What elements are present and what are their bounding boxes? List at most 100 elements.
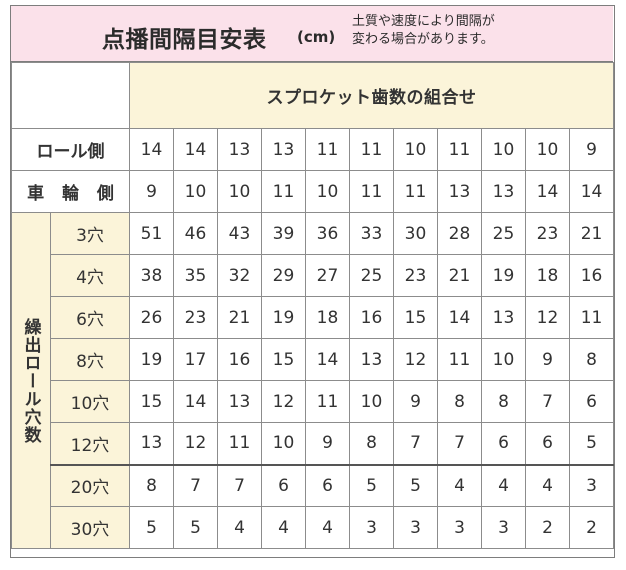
- spacing-cell: 13: [349, 338, 394, 381]
- spacing-table-frame: 点播間隔目安表 (cm) 土質や速度により間隔が 変わる場合があります。 スプロ…: [10, 5, 615, 558]
- header-row: スプロケット歯数の組合せ: [11, 62, 615, 129]
- spacing-cell: 11: [217, 422, 262, 465]
- holes-label: 3穴: [50, 212, 130, 255]
- spacing-cell: 15: [129, 380, 174, 423]
- roll-side-cell: 11: [305, 128, 350, 171]
- spacing-cell: 3: [349, 506, 394, 549]
- spacing-cell: 9: [393, 380, 438, 423]
- spacing-cell: 19: [261, 296, 306, 339]
- spacing-cell: 46: [173, 212, 218, 255]
- spacing-cell: 2: [568, 506, 615, 549]
- table-row: 6穴 26 23 21 19 18 16 15 14 13 12 11: [12, 296, 615, 339]
- spacing-cell: 4: [261, 506, 306, 549]
- roll-side-cell: 11: [437, 128, 482, 171]
- roll-side-cell: 13: [261, 128, 306, 171]
- spacing-cell: 14: [437, 296, 482, 339]
- title-bar: 点播間隔目安表 (cm) 土質や速度により間隔が 変わる場合があります。: [11, 6, 613, 62]
- wheel-side-cell: 13: [437, 170, 482, 213]
- unit-label: (cm): [297, 28, 336, 46]
- roll-side-cell: 9: [568, 128, 615, 171]
- spacing-cell: 6: [525, 422, 570, 465]
- spacing-cell: 25: [481, 212, 526, 255]
- roll-side-cell: 11: [349, 128, 394, 171]
- table-row: 20穴 8 7 7 6 6 5 5 4 4 4 3: [12, 463, 615, 507]
- spacing-cell: 5: [173, 506, 218, 549]
- spacing-cell: 4: [481, 463, 526, 507]
- spacing-cell: 8: [568, 338, 615, 381]
- spacing-cell: 8: [129, 463, 174, 507]
- roll-side-row: ロール側 14 14 13 13 11 11 10 11 10 10 9: [11, 128, 615, 171]
- holes-label: 10穴: [50, 380, 130, 423]
- corner-cell: [11, 62, 130, 129]
- spacing-cell: 21: [437, 254, 482, 297]
- roll-side-cell: 14: [173, 128, 218, 171]
- wheel-side-cell: 9: [129, 170, 174, 213]
- spacing-cell: 17: [173, 338, 218, 381]
- spacing-cell: 14: [305, 338, 350, 381]
- spacing-cell: 5: [568, 422, 615, 465]
- spacing-cell: 5: [349, 463, 394, 507]
- spacing-cell: 4: [437, 463, 482, 507]
- spacing-cell: 3: [437, 506, 482, 549]
- spacing-cell: 23: [525, 212, 570, 255]
- spacing-cell: 15: [393, 296, 438, 339]
- wheel-side-row: 車 輪 側 9 10 10 11 10 11 11 13 13 14 14: [11, 170, 615, 213]
- spacing-cell: 15: [261, 338, 306, 381]
- spacing-cell: 27: [305, 254, 350, 297]
- wheel-side-cell: 10: [217, 170, 262, 213]
- roll-side-cell: 10: [393, 128, 438, 171]
- wheel-side-cell: 10: [173, 170, 218, 213]
- holes-label: 20穴: [50, 463, 130, 507]
- spacing-cell: 28: [437, 212, 482, 255]
- note-text: 土質や速度により間隔が 変わる場合があります。: [352, 13, 495, 49]
- spacing-cell: 3: [481, 506, 526, 549]
- spacing-cell: 4: [217, 506, 262, 549]
- holes-label: 8穴: [50, 338, 130, 381]
- spacing-cell: 35: [173, 254, 218, 297]
- table-row: 30穴 5 5 4 4 4 3 3 3 3 2 2: [12, 506, 615, 549]
- spacing-cell: 26: [129, 296, 174, 339]
- page-title: 点播間隔目安表: [102, 27, 267, 53]
- sprocket-header: スプロケット歯数の組合せ: [128, 62, 615, 129]
- wheel-side-cell: 11: [393, 170, 438, 213]
- spacing-cell: 6: [261, 463, 306, 507]
- spacing-cell: 13: [481, 296, 526, 339]
- wheel-side-cell: 14: [525, 170, 570, 213]
- spacing-cell: 43: [217, 212, 262, 255]
- spacing-cell: 30: [393, 212, 438, 255]
- spacing-cell: 7: [173, 463, 218, 507]
- wheel-side-cell: 13: [481, 170, 526, 213]
- spacing-cell: 18: [305, 296, 350, 339]
- spacing-cell: 6: [568, 380, 615, 423]
- spacing-cell: 9: [305, 422, 350, 465]
- spacing-cell: 6: [481, 422, 526, 465]
- spacing-cell: 32: [217, 254, 262, 297]
- spacing-cell: 4: [525, 463, 570, 507]
- spacing-cell: 7: [437, 422, 482, 465]
- holes-label: 30穴: [50, 506, 130, 549]
- wheel-side-cell: 14: [568, 170, 615, 213]
- spacing-cell: 8: [481, 380, 526, 423]
- spacing-cell: 10: [481, 338, 526, 381]
- spacing-cell: 6: [305, 463, 350, 507]
- holes-group-label-text: 繰出ロール穴数: [20, 317, 41, 444]
- spacing-cell: 12: [393, 338, 438, 381]
- spacing-cell: 10: [261, 422, 306, 465]
- table-row: 12穴 13 12 11 10 9 8 7 7 6 6 5: [12, 422, 615, 465]
- spacing-cell: 23: [173, 296, 218, 339]
- spacing-cell: 25: [349, 254, 394, 297]
- holes-label: 12穴: [50, 422, 130, 465]
- holes-group-label: 繰出ロール穴数: [11, 212, 51, 549]
- spacing-cell: 9: [525, 338, 570, 381]
- spacing-cell: 4: [305, 506, 350, 549]
- spacing-cell: 11: [437, 338, 482, 381]
- spacing-cell: 5: [129, 506, 174, 549]
- roll-side-cell: 13: [217, 128, 262, 171]
- table-row: 繰出ロール穴数 3穴 51 46 43 39 36 33 30 28 25 23 21: [11, 212, 615, 549]
- spacing-cell: 23: [393, 254, 438, 297]
- spacing-cell: 13: [217, 380, 262, 423]
- spacing-cell: 19: [129, 338, 174, 381]
- roll-side-label: ロール側: [11, 128, 130, 171]
- spacing-cell: 12: [261, 380, 306, 423]
- holes-label: 6穴: [50, 296, 130, 339]
